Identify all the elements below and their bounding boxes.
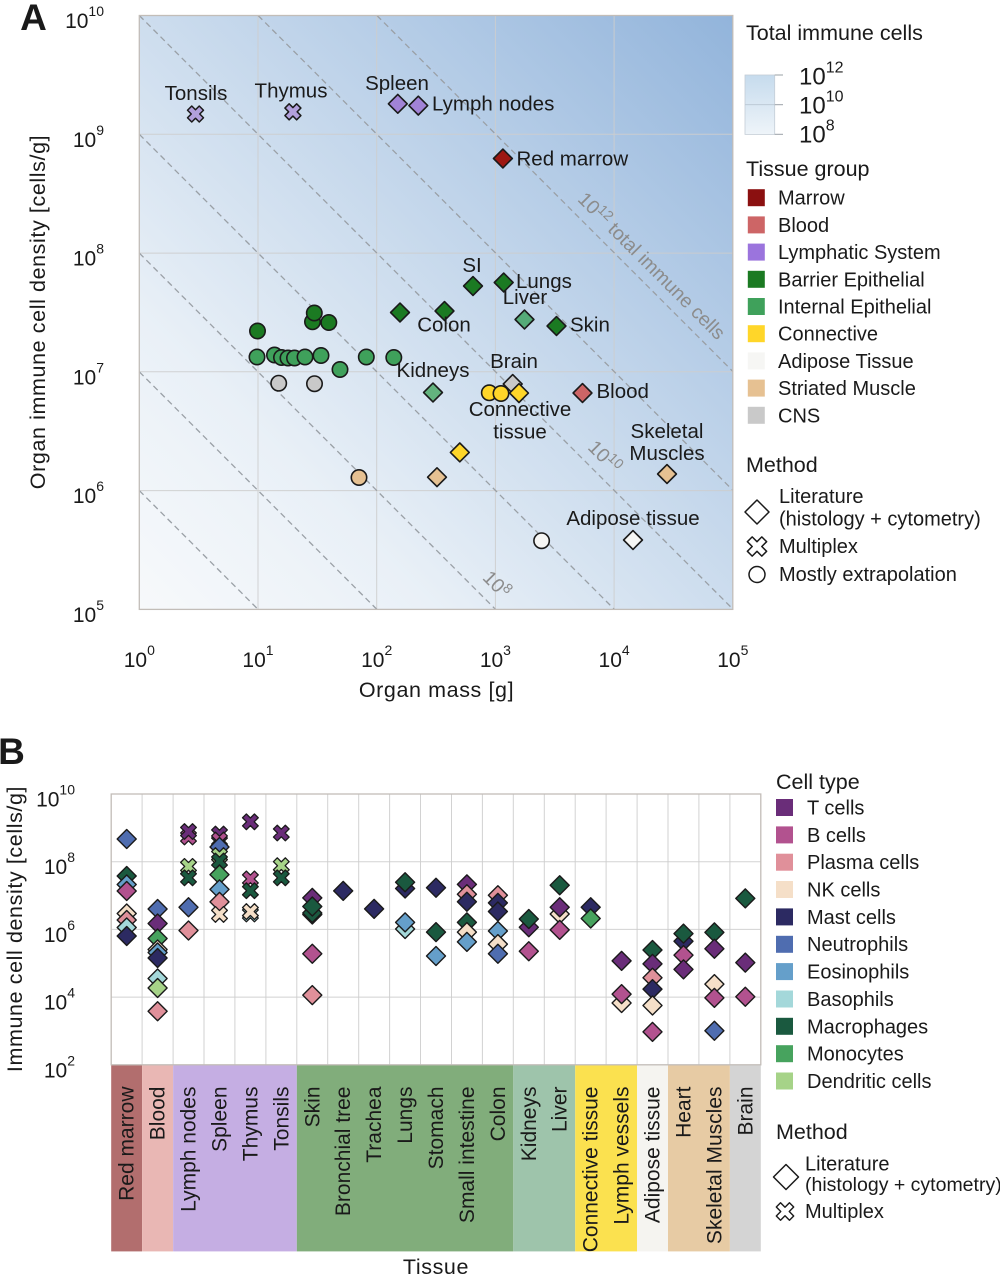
svg-text:Red marrow: Red marrow bbox=[517, 148, 629, 171]
svg-text:Muscles: Muscles bbox=[629, 442, 704, 465]
svg-text:SI: SI bbox=[462, 254, 481, 277]
svg-text:Adipose tissue: Adipose tissue bbox=[566, 507, 699, 530]
svg-text:Macrophages: Macrophages bbox=[807, 1016, 928, 1038]
svg-text:Organ mass [g]: Organ mass [g] bbox=[359, 678, 514, 702]
svg-text:T cells: T cells bbox=[807, 798, 864, 820]
svg-text:Method: Method bbox=[776, 1120, 848, 1144]
svg-text:Blood: Blood bbox=[597, 380, 649, 403]
svg-text:Brain: Brain bbox=[490, 350, 538, 373]
svg-text:Liver: Liver bbox=[549, 1087, 572, 1133]
svg-text:Tonsils: Tonsils bbox=[270, 1087, 293, 1151]
svg-text:Neutrophils: Neutrophils bbox=[807, 934, 908, 956]
svg-text:Adipose tissue: Adipose tissue bbox=[642, 1087, 665, 1224]
svg-text:Skin: Skin bbox=[570, 314, 610, 337]
svg-text:Method: Method bbox=[746, 453, 818, 477]
svg-text:Connective tissue: Connective tissue bbox=[580, 1087, 603, 1253]
svg-text:Brain: Brain bbox=[734, 1087, 757, 1136]
svg-text:Thymus: Thymus bbox=[239, 1087, 262, 1162]
svg-text:Adipose Tissue: Adipose Tissue bbox=[778, 351, 914, 373]
svg-text:(histology + cytometry): (histology + cytometry) bbox=[779, 509, 981, 531]
svg-text:Lungs: Lungs bbox=[394, 1087, 417, 1144]
svg-text:Plasma cells: Plasma cells bbox=[807, 852, 919, 874]
svg-text:Lymph nodes: Lymph nodes bbox=[178, 1087, 201, 1212]
svg-text:Lymph nodes: Lymph nodes bbox=[432, 93, 554, 116]
svg-text:Tissue: Tissue bbox=[403, 1255, 469, 1278]
svg-text:Marrow: Marrow bbox=[778, 188, 845, 210]
svg-text:Bronchial tree: Bronchial tree bbox=[332, 1087, 355, 1217]
svg-text:A: A bbox=[20, 0, 47, 38]
svg-text:Connective: Connective bbox=[469, 398, 572, 421]
svg-text:CNS: CNS bbox=[778, 405, 820, 427]
svg-text:Colon: Colon bbox=[487, 1087, 510, 1142]
svg-text:Lungs: Lungs bbox=[516, 270, 572, 293]
svg-text:Skeletal: Skeletal bbox=[631, 420, 704, 443]
svg-text:NK cells: NK cells bbox=[807, 880, 880, 902]
svg-text:Immune cell density [cells/g]: Immune cell density [cells/g] bbox=[3, 786, 27, 1072]
svg-text:1012: 1012 bbox=[799, 60, 844, 91]
svg-text:Dendritic cells: Dendritic cells bbox=[807, 1071, 931, 1093]
svg-text:Literature: Literature bbox=[779, 486, 864, 508]
svg-text:Striated Muscle: Striated Muscle bbox=[778, 378, 916, 400]
svg-text:Thymus: Thymus bbox=[255, 80, 328, 103]
svg-text:Eosinophils: Eosinophils bbox=[807, 962, 909, 984]
svg-text:Basophils: Basophils bbox=[807, 989, 894, 1011]
svg-text:Tonsils: Tonsils bbox=[165, 82, 228, 105]
svg-text:Liver: Liver bbox=[503, 286, 548, 309]
svg-text:Organ immune cell density [cel: Organ immune cell density [cells/g] bbox=[26, 135, 50, 489]
svg-text:B: B bbox=[0, 731, 25, 772]
svg-text:Kidneys: Kidneys bbox=[518, 1087, 541, 1162]
svg-text:Barrier Epithelial: Barrier Epithelial bbox=[778, 269, 925, 291]
svg-text:Monocytes: Monocytes bbox=[807, 1044, 904, 1066]
svg-text:Multiplex: Multiplex bbox=[805, 1201, 884, 1223]
svg-text:Heart: Heart bbox=[673, 1086, 696, 1138]
svg-text:Total immune cells: Total immune cells bbox=[746, 21, 923, 45]
svg-text:Blood: Blood bbox=[778, 215, 829, 237]
svg-text:B cells: B cells bbox=[807, 825, 866, 847]
svg-text:Multiplex: Multiplex bbox=[779, 536, 858, 558]
svg-text:Skin: Skin bbox=[301, 1087, 324, 1128]
svg-text:Lymphatic System: Lymphatic System bbox=[778, 242, 941, 264]
svg-text:Red marrow: Red marrow bbox=[116, 1086, 139, 1201]
svg-text:Mostly extrapolation: Mostly extrapolation bbox=[779, 564, 957, 586]
svg-text:Spleen: Spleen bbox=[209, 1087, 232, 1152]
svg-text:(histology + cytometry): (histology + cytometry) bbox=[805, 1174, 1000, 1196]
svg-text:Connective: Connective bbox=[778, 324, 878, 346]
svg-text:Small intestine: Small intestine bbox=[456, 1087, 479, 1224]
svg-text:Skeletal Muscles: Skeletal Muscles bbox=[703, 1087, 726, 1245]
svg-text:Trachea: Trachea bbox=[363, 1086, 386, 1163]
svg-text:Cell type: Cell type bbox=[776, 770, 860, 794]
svg-text:Spleen: Spleen bbox=[365, 72, 429, 95]
svg-text:Kidneys: Kidneys bbox=[397, 359, 470, 382]
svg-text:Colon: Colon bbox=[417, 314, 471, 337]
svg-text:Mast cells: Mast cells bbox=[807, 907, 896, 929]
svg-text:Blood: Blood bbox=[147, 1087, 170, 1141]
svg-text:tissue: tissue bbox=[493, 421, 547, 444]
svg-text:Literature: Literature bbox=[805, 1154, 890, 1176]
svg-text:Internal Epithelial: Internal Epithelial bbox=[778, 297, 931, 319]
svg-text:Lymph vessels: Lymph vessels bbox=[611, 1087, 634, 1225]
svg-text:Stomach: Stomach bbox=[425, 1087, 448, 1170]
svg-text:Tissue group: Tissue group bbox=[746, 157, 870, 181]
